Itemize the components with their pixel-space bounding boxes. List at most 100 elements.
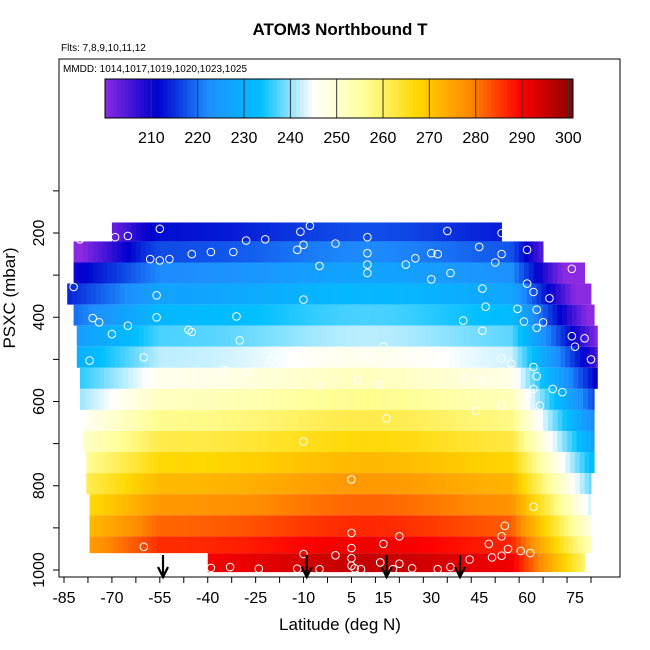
heatmap-cell — [322, 553, 328, 573]
heatmap-cell — [301, 452, 308, 474]
heatmap-cell — [214, 388, 220, 410]
heatmap-cell — [263, 325, 269, 347]
heatmap-cell — [223, 494, 229, 516]
heatmap-cell — [212, 304, 218, 326]
heatmap-cell — [145, 409, 151, 431]
heatmap-cell — [584, 452, 590, 474]
flight-marker — [382, 414, 391, 423]
heatmap-cell — [150, 409, 156, 431]
heatmap-cell — [199, 367, 205, 389]
heatmap-cell — [471, 241, 477, 263]
heatmap-cell — [541, 346, 547, 368]
heatmap-cell — [159, 430, 166, 453]
heatmap-cell — [131, 241, 137, 263]
heatmap-cell — [279, 241, 285, 263]
heatmap-cell — [177, 346, 183, 368]
heatmap-cell — [471, 553, 477, 573]
heatmap-cell — [461, 553, 467, 573]
heatmap-cell — [329, 515, 335, 537]
colorbar-segment — [448, 79, 453, 118]
heatmap-cell — [277, 473, 284, 495]
heatmap-cell — [194, 367, 201, 389]
heatmap-cell — [223, 515, 229, 537]
heatmap-cell — [196, 346, 202, 368]
heatmap-cell — [145, 304, 151, 326]
heatmap-cell — [206, 346, 212, 368]
heatmap-cell — [171, 536, 177, 554]
heatmap-cell — [555, 283, 562, 305]
heatmap-cell — [589, 346, 595, 368]
heatmap-cell — [71, 283, 78, 305]
heatmap-cell — [100, 346, 106, 368]
heatmap-cell — [249, 473, 255, 495]
heatmap-cell — [392, 473, 399, 495]
heatmap-cell — [172, 452, 178, 474]
flight-marker — [446, 268, 455, 278]
heatmap-cell — [270, 262, 276, 284]
heatmap-cell — [354, 325, 360, 347]
heatmap-cell — [571, 553, 578, 573]
heatmap-cell — [161, 494, 167, 516]
flight-marker — [513, 304, 522, 314]
heatmap-cell — [191, 346, 197, 368]
heatmap-cell — [364, 452, 370, 474]
heatmap-cell — [255, 241, 261, 263]
heatmap-cell — [123, 367, 129, 389]
heatmap-cell — [250, 409, 257, 431]
heatmap-cell — [469, 346, 475, 368]
heatmap-cell — [420, 515, 426, 537]
colorbar-segment — [237, 79, 242, 118]
colorbar-segment — [475, 79, 480, 118]
heatmap-cell — [479, 325, 485, 347]
flight-marker — [375, 380, 385, 389]
colorbar-segment — [229, 79, 235, 118]
heatmap-cell — [148, 473, 154, 495]
heatmap-cell — [575, 325, 581, 347]
heatmap-cell — [338, 494, 344, 516]
heatmap-cell — [559, 515, 565, 537]
heatmap-cell — [453, 494, 459, 516]
heatmap-cell — [214, 494, 220, 516]
heatmap-cell — [487, 367, 493, 389]
heatmap-cell — [525, 515, 531, 537]
heatmap-cell — [399, 409, 405, 431]
heatmap-cell — [215, 346, 221, 368]
heatmap-cell — [127, 536, 134, 554]
heatmap-cell — [383, 452, 389, 474]
heatmap-cell — [102, 409, 108, 431]
heatmap-cell — [214, 515, 220, 537]
heatmap-cell — [495, 262, 501, 284]
heatmap-cell — [400, 367, 407, 389]
heatmap-cell — [437, 222, 443, 242]
heatmap-cell — [142, 536, 148, 554]
heatmap-cell — [520, 388, 526, 410]
heatmap-cell — [140, 241, 146, 263]
pressure-band — [73, 241, 544, 263]
heatmap-cell — [257, 494, 263, 516]
heatmap-cell — [95, 473, 102, 495]
colorbar-segment — [315, 79, 320, 118]
heatmap-cell — [241, 222, 247, 242]
heatmap-cell — [567, 430, 573, 453]
heatmap-cell — [309, 536, 316, 554]
heatmap-cell — [341, 430, 348, 453]
heatmap-cell — [306, 473, 312, 495]
heatmap-cell — [134, 452, 140, 474]
heatmap-cell — [108, 515, 114, 537]
heatmap-cell — [369, 346, 375, 368]
heatmap-cell — [233, 494, 239, 516]
heatmap-cell — [143, 325, 150, 347]
heatmap-cell — [386, 536, 392, 554]
heatmap-cell — [509, 304, 515, 326]
heatmap-cell — [115, 346, 121, 368]
flight-marker — [315, 564, 324, 574]
heatmap-cell — [102, 262, 108, 284]
heatmap-cell — [394, 222, 400, 242]
heatmap-cell — [373, 346, 379, 368]
colorbar-segment — [452, 79, 457, 118]
heatmap-cell — [491, 367, 498, 389]
heatmap-cell — [555, 325, 562, 347]
heatmap-cell — [450, 283, 456, 305]
heatmap-cell — [453, 388, 459, 410]
heatmap-cell — [135, 241, 142, 263]
